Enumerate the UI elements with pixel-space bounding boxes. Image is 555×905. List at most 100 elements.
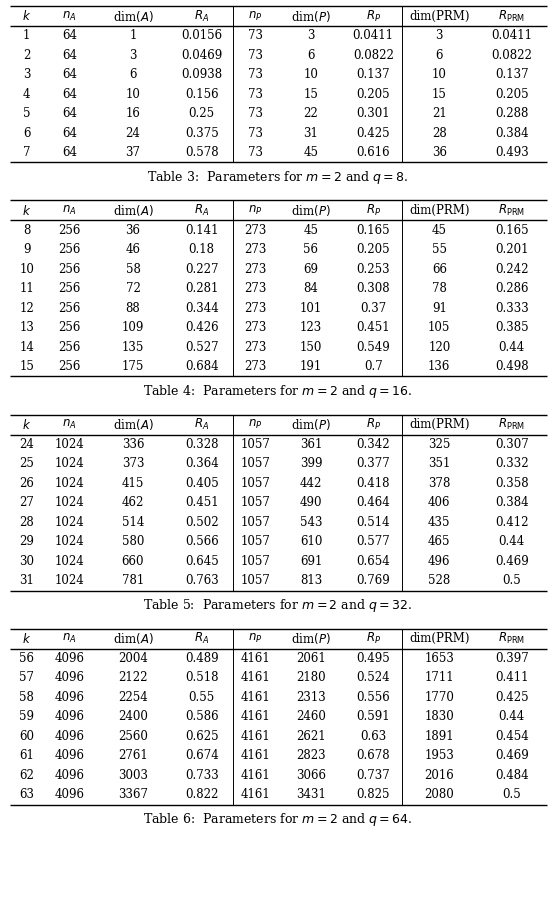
Text: 0.377: 0.377: [356, 457, 390, 471]
Text: 4096: 4096: [54, 729, 84, 743]
Text: 0.489: 0.489: [185, 652, 219, 665]
Text: 0.822: 0.822: [185, 788, 219, 801]
Text: 361: 361: [300, 438, 322, 451]
Text: 0.308: 0.308: [356, 282, 390, 295]
Text: 0.328: 0.328: [185, 438, 219, 451]
Text: 1711: 1711: [425, 672, 454, 684]
Text: $R_A$: $R_A$: [194, 203, 209, 218]
Text: 4161: 4161: [240, 788, 270, 801]
Text: 0.301: 0.301: [356, 108, 390, 120]
Text: 0.527: 0.527: [185, 341, 219, 354]
Text: 57: 57: [19, 672, 34, 684]
Text: 24: 24: [19, 438, 34, 451]
Text: 0.384: 0.384: [495, 496, 529, 510]
Text: 150: 150: [300, 341, 322, 354]
Text: $R_A$: $R_A$: [194, 631, 209, 646]
Text: 0.63: 0.63: [360, 729, 386, 743]
Text: 0.44: 0.44: [499, 710, 525, 723]
Text: 1057: 1057: [240, 555, 270, 567]
Text: 0.405: 0.405: [185, 477, 219, 490]
Text: 6: 6: [23, 127, 31, 139]
Text: 0.0822: 0.0822: [353, 49, 393, 62]
Text: Table 4:  Parameters for $m = 2$ and $q = 16$.: Table 4: Parameters for $m = 2$ and $q =…: [143, 383, 412, 400]
Text: dim$(P)$: dim$(P)$: [291, 203, 331, 218]
Text: 351: 351: [428, 457, 451, 471]
Text: dim(PRM): dim(PRM): [409, 9, 470, 23]
Text: 105: 105: [428, 321, 451, 334]
Text: 0.342: 0.342: [356, 438, 390, 451]
Text: dim$(P)$: dim$(P)$: [291, 8, 331, 24]
Text: 0.364: 0.364: [185, 457, 219, 471]
Text: 2560: 2560: [118, 729, 148, 743]
Text: 4: 4: [23, 88, 31, 100]
Text: 256: 256: [58, 243, 81, 256]
Text: 273: 273: [244, 341, 266, 354]
Text: 73: 73: [248, 127, 263, 139]
Text: 0.205: 0.205: [356, 243, 390, 256]
Text: 0.281: 0.281: [185, 282, 219, 295]
Text: 28: 28: [432, 127, 447, 139]
Text: 1057: 1057: [240, 457, 270, 471]
Text: 781: 781: [122, 575, 144, 587]
Text: 0.253: 0.253: [356, 262, 390, 276]
Text: 123: 123: [300, 321, 322, 334]
Text: 109: 109: [122, 321, 144, 334]
Text: 3431: 3431: [296, 788, 326, 801]
Text: 0.0822: 0.0822: [491, 49, 532, 62]
Text: dim$(P)$: dim$(P)$: [291, 417, 331, 432]
Text: 10: 10: [125, 88, 140, 100]
Text: 496: 496: [428, 555, 451, 567]
Text: 4096: 4096: [54, 768, 84, 782]
Text: 46: 46: [125, 243, 140, 256]
Text: $n_P$: $n_P$: [248, 9, 263, 23]
Text: 256: 256: [58, 341, 81, 354]
Text: 0.288: 0.288: [495, 108, 528, 120]
Text: 0.205: 0.205: [495, 88, 529, 100]
Text: 191: 191: [300, 360, 322, 373]
Text: 45: 45: [304, 224, 319, 237]
Text: 45: 45: [432, 224, 447, 237]
Text: 0.616: 0.616: [356, 147, 390, 159]
Text: 0.375: 0.375: [185, 127, 219, 139]
Text: 256: 256: [58, 282, 81, 295]
Text: 1024: 1024: [55, 516, 84, 529]
Text: 0.769: 0.769: [356, 575, 390, 587]
Text: 0.678: 0.678: [356, 749, 390, 762]
Text: 273: 273: [244, 321, 266, 334]
Text: 30: 30: [19, 555, 34, 567]
Text: 1057: 1057: [240, 477, 270, 490]
Text: $k$: $k$: [22, 204, 32, 217]
Text: 2460: 2460: [296, 710, 326, 723]
Text: 1653: 1653: [425, 652, 454, 665]
Text: 2313: 2313: [296, 691, 326, 704]
Text: 0.0411: 0.0411: [491, 29, 532, 43]
Text: $n_P$: $n_P$: [248, 204, 263, 217]
Text: 1057: 1057: [240, 516, 270, 529]
Text: 1057: 1057: [240, 575, 270, 587]
Text: 78: 78: [432, 282, 447, 295]
Text: 0.156: 0.156: [185, 88, 219, 100]
Text: 0.137: 0.137: [495, 68, 529, 81]
Text: 0.25: 0.25: [189, 108, 215, 120]
Text: 4161: 4161: [240, 768, 270, 782]
Text: 3066: 3066: [296, 768, 326, 782]
Text: $n_P$: $n_P$: [248, 418, 263, 431]
Text: 336: 336: [122, 438, 144, 451]
Text: dim$(A)$: dim$(A)$: [113, 631, 153, 646]
Text: 4161: 4161: [240, 749, 270, 762]
Text: 2016: 2016: [425, 768, 454, 782]
Text: 399: 399: [300, 457, 322, 471]
Text: 691: 691: [300, 555, 322, 567]
Text: 62: 62: [19, 768, 34, 782]
Text: 0.7: 0.7: [364, 360, 382, 373]
Text: 36: 36: [432, 147, 447, 159]
Text: 64: 64: [62, 68, 77, 81]
Text: 1024: 1024: [55, 477, 84, 490]
Text: 0.5: 0.5: [502, 788, 521, 801]
Text: 69: 69: [304, 262, 319, 276]
Text: dim$(A)$: dim$(A)$: [113, 417, 153, 432]
Text: 14: 14: [19, 341, 34, 354]
Text: 3: 3: [23, 68, 31, 81]
Text: 73: 73: [248, 49, 263, 62]
Text: 0.5: 0.5: [502, 575, 521, 587]
